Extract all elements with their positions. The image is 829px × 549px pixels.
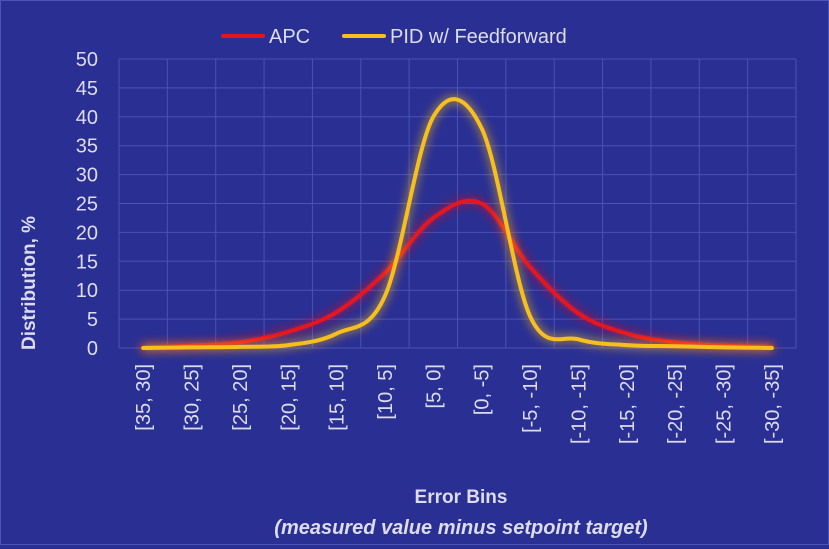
x-tick-label: [5, 0]: [423, 364, 445, 408]
y-tick-label: 20: [76, 222, 98, 244]
y-tick-label: 30: [76, 165, 98, 187]
x-tick-label: [-15, -20]: [617, 364, 639, 444]
series: [141, 97, 774, 350]
y-tick-label: 10: [76, 280, 98, 302]
x-tick-label: [-5, -10]: [520, 364, 542, 433]
y-tick-label: 5: [87, 309, 98, 331]
x-axis: [35, 30] [30, 25] [25, 20] [20, 15] [15, 10]…: [133, 364, 784, 444]
x-tick-label: [-20, -25]: [665, 364, 687, 444]
y-tick-label: 0: [87, 338, 98, 360]
y-tick-label: 45: [76, 78, 98, 100]
x-tick-label: [30, 25]: [182, 364, 204, 431]
y-axis-title: Distribution, %: [19, 216, 40, 350]
x-axis-title: Error Bins: [415, 487, 508, 508]
x-tick-label: [-10, -15]: [568, 364, 590, 444]
y-tick-label: 25: [76, 194, 98, 216]
y-tick-label: 50: [76, 49, 98, 71]
y-axis: 0 5 10 15 20 25 30 35 40 45 50: [76, 49, 98, 360]
x-tick-label: [20, 15]: [278, 364, 300, 431]
x-tick-label: [-25, -30]: [713, 364, 735, 444]
y-tick-label: 15: [76, 251, 98, 273]
x-axis-subtitle: (measured value minus setpoint target): [274, 517, 648, 539]
y-tick-label: 35: [76, 136, 98, 158]
legend-label-apc: APC: [269, 26, 310, 48]
x-tick-label: [15, 10]: [327, 364, 349, 431]
series-line-pid-feedforward: [141, 97, 774, 350]
legend-label-pid: PID w/ Feedforward: [390, 26, 567, 48]
x-tick-label: [10, 5]: [375, 364, 397, 420]
y-tick-label: 40: [76, 107, 98, 129]
series-line-apc: [141, 198, 774, 350]
legend: APC PID w/ Feedforward: [221, 26, 567, 48]
x-tick-label: [35, 30]: [133, 364, 155, 431]
x-tick-label: [0, -5]: [472, 364, 494, 415]
x-tick-label: [-30, -35]: [762, 364, 784, 444]
x-tick-label: [25, 20]: [230, 364, 252, 431]
